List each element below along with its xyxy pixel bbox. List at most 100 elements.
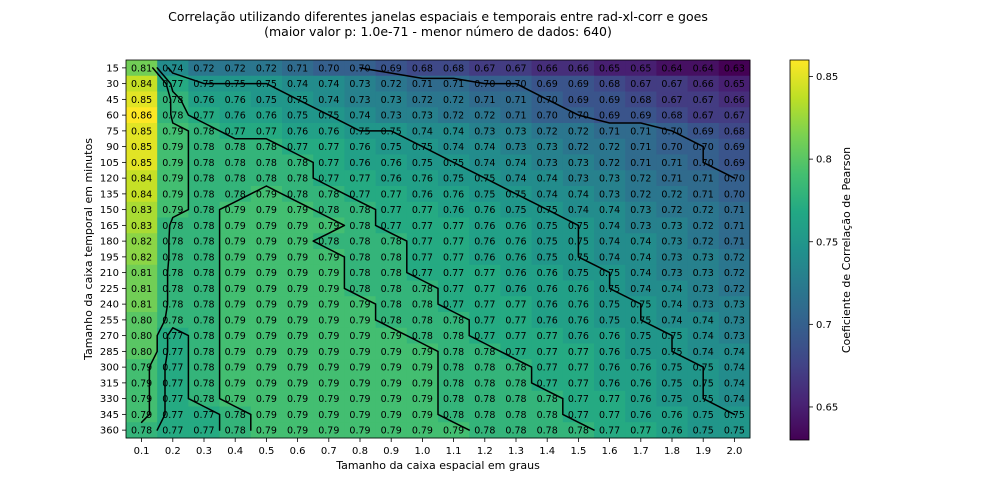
cell-value-label: 0.78 bbox=[537, 410, 558, 421]
cell-value-label: 0.78 bbox=[162, 300, 183, 311]
cell-value-label: 0.76 bbox=[630, 378, 651, 389]
heatmap-cell bbox=[687, 170, 720, 187]
heatmap-cell bbox=[656, 186, 688, 203]
cell-value-label: 0.79 bbox=[287, 394, 308, 405]
cell-value-label: 0.77 bbox=[568, 363, 589, 374]
heatmap-cell bbox=[594, 375, 626, 392]
heatmap-cell bbox=[594, 217, 626, 234]
heatmap-cell bbox=[250, 406, 283, 423]
cell-value-label: 0.72 bbox=[225, 63, 246, 74]
cell-value-label: 0.79 bbox=[318, 410, 339, 421]
cell-value-label: 0.79 bbox=[256, 394, 277, 405]
heatmap-cell bbox=[531, 170, 564, 187]
cell-value-label: 0.79 bbox=[349, 378, 370, 389]
cell-value-label: 0.78 bbox=[193, 205, 214, 216]
cell-value-label: 0.65 bbox=[724, 79, 745, 90]
cell-value-label: 0.79 bbox=[318, 347, 339, 358]
y-axis-label: Tamanho da caixa temporal em minutos bbox=[82, 138, 95, 361]
cell-value-label: 0.74 bbox=[318, 95, 339, 106]
cell-value-label: 0.78 bbox=[349, 237, 370, 248]
cell-value-label: 0.84 bbox=[131, 79, 152, 90]
cell-value-label: 0.77 bbox=[474, 315, 495, 326]
cell-value-label: 0.79 bbox=[412, 426, 433, 437]
heatmap-cell bbox=[375, 343, 408, 360]
heatmap-cell bbox=[219, 312, 252, 329]
x-tick-label: 0.8 bbox=[352, 446, 368, 457]
cell-value-label: 0.84 bbox=[131, 174, 152, 185]
y-tick-label: 210 bbox=[100, 268, 119, 279]
heatmap-cell bbox=[656, 312, 688, 329]
cell-value-label: 0.74 bbox=[661, 315, 682, 326]
cell-value-label: 0.79 bbox=[381, 394, 402, 405]
cell-value-label: 0.79 bbox=[225, 315, 246, 326]
cell-value-label: 0.79 bbox=[225, 394, 246, 405]
heatmap-cell bbox=[250, 359, 283, 376]
cell-value-label: 0.69 bbox=[724, 142, 745, 153]
cell-value-label: 0.79 bbox=[412, 410, 433, 421]
cell-value-label: 0.77 bbox=[193, 410, 214, 421]
cell-value-label: 0.77 bbox=[162, 410, 183, 421]
heatmap-cell bbox=[469, 390, 501, 407]
cell-value-label: 0.79 bbox=[256, 363, 277, 374]
heatmap-cell bbox=[406, 312, 439, 329]
heatmap-cell bbox=[219, 233, 252, 250]
cell-value-label: 0.79 bbox=[287, 347, 308, 358]
cell-value-label: 0.78 bbox=[318, 205, 339, 216]
heatmap-cell bbox=[438, 390, 470, 407]
heatmap-cell bbox=[500, 406, 532, 423]
heatmap-cell bbox=[344, 75, 376, 92]
heatmap-cell bbox=[375, 201, 408, 218]
heatmap-cell bbox=[625, 406, 657, 423]
cell-value-label: 0.70 bbox=[568, 111, 589, 122]
heatmap-cell bbox=[531, 123, 564, 140]
heatmap-cell bbox=[375, 280, 408, 297]
heatmap-cell bbox=[344, 249, 376, 266]
heatmap-cell bbox=[344, 107, 376, 124]
heatmap-cell bbox=[500, 170, 532, 187]
heatmap-cell bbox=[375, 264, 408, 281]
cell-value-label: 0.79 bbox=[225, 300, 246, 311]
cell-value-label: 0.78 bbox=[162, 237, 183, 248]
heatmap-cell bbox=[188, 312, 220, 329]
y-tick-label: 120 bbox=[100, 174, 119, 185]
cell-value-label: 0.76 bbox=[568, 300, 589, 311]
heatmap-cell bbox=[313, 422, 345, 439]
cell-value-label: 0.79 bbox=[131, 394, 152, 405]
cell-value-label: 0.79 bbox=[318, 331, 339, 342]
cell-value-label: 0.81 bbox=[131, 63, 152, 74]
cell-value-label: 0.75 bbox=[568, 221, 589, 232]
heatmap-cell bbox=[625, 60, 657, 77]
heatmap-cell bbox=[126, 154, 158, 171]
heatmap-cell bbox=[594, 154, 626, 171]
cell-value-label: 0.78 bbox=[162, 111, 183, 122]
cell-value-label: 0.72 bbox=[661, 189, 682, 200]
heatmap-cell bbox=[219, 217, 252, 234]
cell-value-label: 0.77 bbox=[162, 378, 183, 389]
cell-value-label: 0.76 bbox=[412, 174, 433, 185]
heatmap-cell bbox=[469, 422, 501, 439]
cell-value-label: 0.75 bbox=[599, 300, 620, 311]
cell-value-label: 0.68 bbox=[630, 95, 651, 106]
cell-value-label: 0.79 bbox=[287, 205, 308, 216]
cell-value-label: 0.82 bbox=[131, 237, 152, 248]
cell-value-label: 0.79 bbox=[287, 378, 308, 389]
heatmap-cell bbox=[656, 390, 688, 407]
cell-value-label: 0.77 bbox=[537, 378, 558, 389]
heatmap-cell bbox=[219, 107, 252, 124]
heatmap-cell bbox=[469, 406, 501, 423]
cell-value-label: 0.78 bbox=[505, 426, 526, 437]
cell-value-label: 0.77 bbox=[599, 426, 620, 437]
heatmap-cell bbox=[531, 422, 564, 439]
x-tick-label: 1.7 bbox=[633, 446, 649, 457]
colorbar-tick-label: 0.65 bbox=[816, 403, 838, 414]
cell-value-label: 0.74 bbox=[443, 126, 464, 137]
cell-value-label: 0.79 bbox=[412, 363, 433, 374]
heatmap-cell bbox=[250, 280, 283, 297]
heatmap-cell bbox=[531, 75, 564, 92]
heatmap-cell bbox=[438, 170, 470, 187]
heatmap-cell bbox=[500, 91, 532, 108]
cell-value-label: 0.78 bbox=[537, 394, 558, 405]
cell-value-label: 0.78 bbox=[412, 331, 433, 342]
heatmap-cell bbox=[500, 327, 532, 344]
heatmap-cell bbox=[313, 375, 345, 392]
